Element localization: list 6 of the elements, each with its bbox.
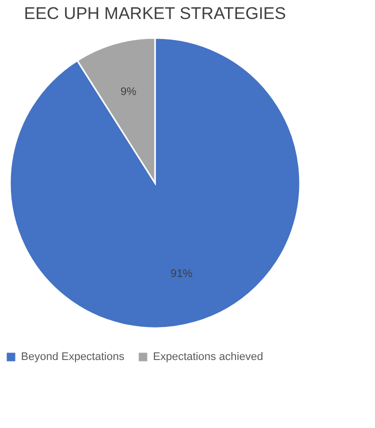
pie-slice xyxy=(9,37,301,329)
data-label: 91% xyxy=(170,268,193,280)
chart-title: EEC UPH MARKET STRATEGIES xyxy=(24,4,286,23)
legend-label: Expectations achieved xyxy=(153,351,264,363)
data-label: 9% xyxy=(120,86,137,98)
legend-label: Beyond Expectations xyxy=(21,351,125,363)
